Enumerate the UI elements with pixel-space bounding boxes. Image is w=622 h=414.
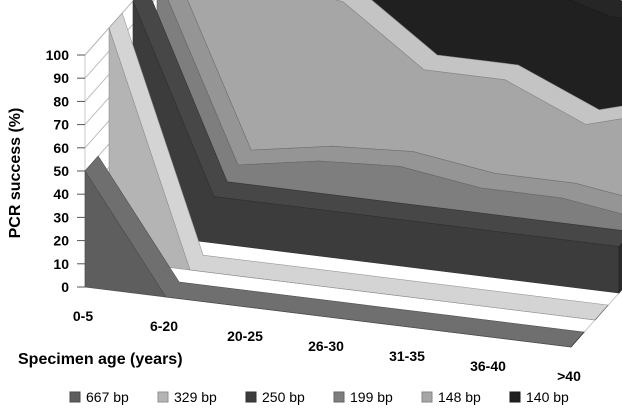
legend-item: 140 bp — [509, 389, 569, 405]
y-tick-label: 80 — [53, 93, 69, 109]
legend-item: 329 bp — [157, 389, 217, 405]
y-axis-ticks: 0 10 20 30 40 50 60 70 80 90 100 — [46, 47, 85, 295]
legend-swatch — [245, 391, 257, 403]
series-end-cap — [570, 331, 585, 348]
series-front-face — [84, 169, 572, 348]
legend-item: 148 bp — [421, 389, 481, 405]
y-tick-label: 0 — [61, 279, 69, 295]
series-250-bp — [132, 0, 622, 294]
series-front-face — [108, 27, 596, 321]
series-end-cap — [594, 304, 609, 321]
x-axis-title: Specimen age (years) — [18, 351, 183, 368]
y-tick-label: 10 — [53, 256, 69, 272]
y-axis-title: PCR success (%) — [7, 108, 24, 239]
x-tick-label: 20-25 — [227, 328, 263, 344]
legend: 667 bp 329 bp 250 bp 199 bp 148 bp 140 bp — [69, 389, 569, 405]
legend-label: 148 bp — [438, 389, 481, 405]
x-axis-ticks: 0-5 6-20 20-25 26-30 31-35 36-40 >40 — [73, 308, 581, 384]
legend-label: 329 bp — [174, 389, 217, 405]
series-top-surface — [569, 0, 622, 19]
y-tick-label: 70 — [53, 117, 69, 133]
y-tick-label: 60 — [53, 140, 69, 156]
legend-swatch — [333, 391, 345, 403]
y-tick-label: 90 — [53, 70, 69, 86]
y-tick-label: 20 — [53, 233, 69, 249]
x-tick-label: 6-20 — [150, 318, 178, 334]
series-667-bp — [84, 155, 585, 348]
series-329-bp — [108, 12, 609, 321]
legend-item: 667 bp — [69, 389, 129, 405]
legend-swatch — [69, 391, 81, 403]
series-areas — [84, 0, 622, 348]
x-tick-label: 36-40 — [470, 358, 506, 374]
y-tick-label: 50 — [53, 163, 69, 179]
x-tick-label: 0-5 — [73, 308, 93, 324]
legend-label: 250 bp — [262, 389, 305, 405]
legend-item: 199 bp — [333, 389, 393, 405]
y-tick-label: 40 — [53, 186, 69, 202]
legend-label: 140 bp — [526, 389, 569, 405]
legend-swatch — [421, 391, 433, 403]
x-tick-label: 26-30 — [308, 338, 344, 354]
legend-label: 199 bp — [350, 389, 393, 405]
series-end-cap — [618, 242, 622, 294]
legend-swatch — [157, 391, 169, 403]
legend-swatch — [509, 391, 521, 403]
series-front-face — [132, 0, 620, 294]
legend-label: 667 bp — [86, 389, 129, 405]
legend-item: 250 bp — [245, 389, 305, 405]
y-tick-label: 100 — [46, 47, 70, 63]
y-tick-label: 30 — [53, 209, 69, 225]
x-tick-label: 31-35 — [389, 348, 425, 364]
x-tick-label: >40 — [557, 368, 581, 384]
